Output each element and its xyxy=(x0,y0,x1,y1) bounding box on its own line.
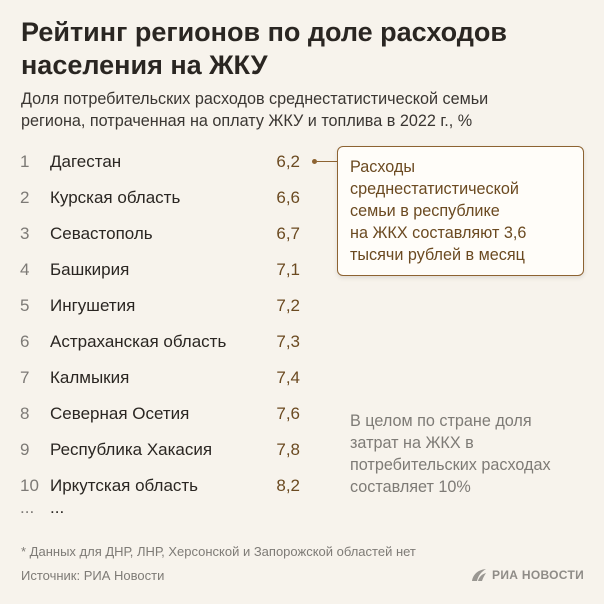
region-label: Калмыкия xyxy=(50,368,130,387)
rank-label: 2 xyxy=(20,188,30,207)
value-label: 7,3 xyxy=(276,332,300,351)
table-row: 3 Севастополь 6,7 xyxy=(0,217,330,253)
annotation-line-2: среднестатистической xyxy=(350,180,519,198)
value-label: 7,6 xyxy=(276,404,300,423)
annotation-connector-dot xyxy=(312,159,317,164)
region-label: Республика Хакасия xyxy=(50,440,213,459)
table-row: 2 Курская область 6,6 xyxy=(0,181,330,217)
annotation-connector-line xyxy=(317,161,337,162)
source-label: Источник: РИА Новости xyxy=(21,568,165,583)
value-label: 6,7 xyxy=(276,224,300,243)
country-note-line-3: потребительских расходах xyxy=(350,456,551,474)
ria-logo-icon xyxy=(472,569,487,581)
rank-label: 7 xyxy=(20,368,30,387)
chart-subtitle: Доля потребительских расходов среднестат… xyxy=(21,88,581,132)
value-label: 7,8 xyxy=(276,440,300,459)
table-row: 10 Иркутская область 8,2 xyxy=(0,469,330,505)
ellipsis-rank: ... xyxy=(20,498,35,517)
rank-label: 4 xyxy=(20,260,30,279)
table-row: 1 Дагестан 6,2 xyxy=(0,145,330,181)
rank-label: 1 xyxy=(20,152,30,171)
annotation-line-4: на ЖКХ составляют 3,6 xyxy=(350,224,527,242)
region-label: Башкирия xyxy=(50,260,130,279)
region-label: Северная Осетия xyxy=(50,404,190,423)
subtitle-line-1: Доля потребительских расходов среднестат… xyxy=(21,90,489,108)
annotation-line-5: тысячи рублей в месяц xyxy=(350,246,525,264)
chart-title: Рейтинг регионов по доле расходов населе… xyxy=(21,16,581,82)
value-label: 7,2 xyxy=(276,296,300,315)
footnote: * Данных для ДНР, ЛНР, Херсонской и Запо… xyxy=(21,544,416,559)
annotation-callout: Расходы среднестатистической семьи в рес… xyxy=(337,146,584,276)
rank-label: 3 xyxy=(20,224,30,243)
table-row: 7 Калмыкия 7,4 xyxy=(0,361,330,397)
table-row: 4 Башкирия 7,1 xyxy=(0,253,330,289)
country-average-note: В целом по стране доля затрат на ЖКХ в п… xyxy=(350,410,590,498)
logo-text: РИА НОВОСТИ xyxy=(492,568,584,582)
country-note-line-1: В целом по стране доля xyxy=(350,412,532,430)
region-label: Севастополь xyxy=(50,224,153,243)
country-note-line-4: составляет 10% xyxy=(350,478,471,496)
rank-label: 5 xyxy=(20,296,30,315)
region-label: Ингушетия xyxy=(50,296,136,315)
rank-label: 9 xyxy=(20,440,30,459)
title-line-2: населения на ЖКУ xyxy=(21,50,268,80)
value-label: 7,4 xyxy=(276,368,300,387)
table-row: 9 Республика Хакасия 7,8 xyxy=(0,433,330,469)
table-row: 6 Астраханская область 7,3 xyxy=(0,325,330,361)
subtitle-line-2: региона, потраченная на оплату ЖКУ и топ… xyxy=(21,112,473,130)
table-row: 5 Ингушетия 7,2 xyxy=(0,289,330,325)
rank-label: 6 xyxy=(20,332,30,351)
value-label: 7,1 xyxy=(276,260,300,279)
ellipsis-region: ... xyxy=(50,498,65,517)
rank-label: 8 xyxy=(20,404,30,423)
value-label: 6,2 xyxy=(276,152,300,171)
title-line-1: Рейтинг регионов по доле расходов xyxy=(21,17,508,47)
region-label: Дагестан xyxy=(50,152,122,171)
region-label: Иркутская область xyxy=(50,476,199,495)
region-label: Курская область xyxy=(50,188,181,207)
region-label: Астраханская область xyxy=(50,332,227,351)
country-note-line-2: затрат на ЖКХ в xyxy=(350,434,474,452)
annotation-line-3: семьи в республике xyxy=(350,202,500,220)
rank-label: 10 xyxy=(20,476,39,495)
value-label: 8,2 xyxy=(276,476,300,495)
annotation-line-1: Расходы xyxy=(350,158,415,176)
value-label: 6,6 xyxy=(276,188,300,207)
ria-logo: РИА НОВОСТИ xyxy=(471,566,584,584)
table-row: 8 Северная Осетия 7,6 xyxy=(0,397,330,433)
